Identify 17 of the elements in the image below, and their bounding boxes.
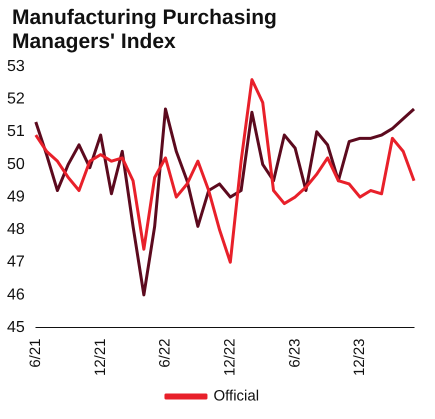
y-tick-label: 47 [7,254,25,271]
legend-label: Official [213,388,260,405]
x-tick-label: 12/23 [351,338,368,376]
y-tick-label: 49 [7,188,25,206]
y-tick-label: 45 [7,318,25,336]
x-tick-label: 6/23 [286,338,304,368]
y-tick-label: 53 [7,58,25,76]
x-tick-label: 6/21 [26,338,44,368]
x-tick-label: 12/21 [92,338,109,376]
y-tick-label: 52 [7,90,25,108]
chart-title: Manufacturing Purchasing Managers' Index [12,6,278,54]
y-tick-label: 48 [7,221,25,238]
x-tick-label: 12/22 [221,338,238,376]
y-tick-label: 50 [7,156,25,173]
y-tick-label: 46 [7,286,25,304]
x-tick-label: 6/22 [156,338,174,368]
y-tick-label: 51 [7,123,25,140]
